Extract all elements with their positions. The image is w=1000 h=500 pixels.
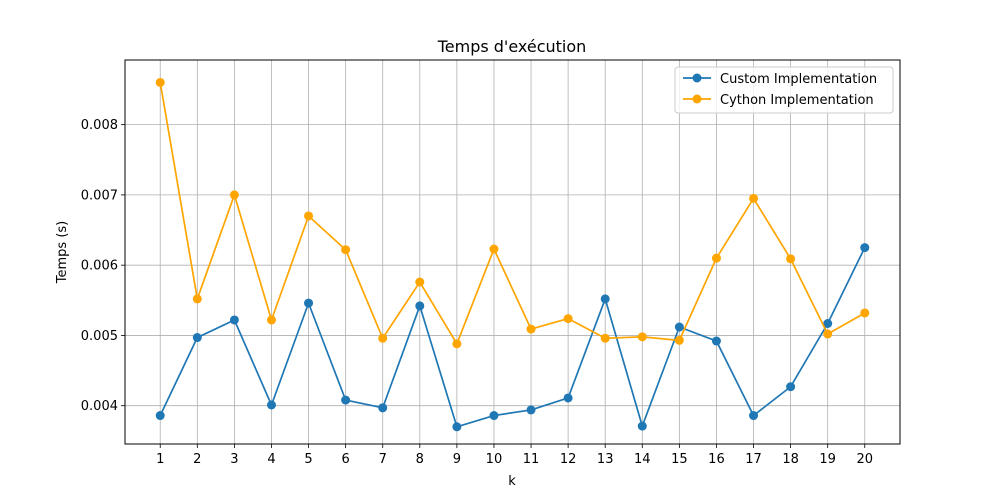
x-tick-label: 18 — [782, 452, 799, 467]
y-tick-label: 0.004 — [81, 399, 118, 414]
data-point — [266, 400, 276, 410]
data-point — [341, 395, 351, 405]
x-tick-label: 20 — [856, 452, 873, 467]
y-axis-ticks: 0.004 0.005 0.006 0.007 0.008 — [81, 118, 125, 414]
x-tick-label: 16 — [708, 452, 725, 467]
x-tick-label: 10 — [486, 452, 503, 467]
x-axis-ticks: 1 2 3 4 5 6 7 8 9 10 11 12 13 14 15 16 17 18 19 20 — [156, 444, 873, 467]
data-point — [563, 314, 573, 324]
x-tick-label: 9 — [453, 452, 461, 467]
legend-label-cython: Cython Implementation — [720, 93, 874, 108]
data-point — [674, 322, 684, 332]
data-point — [749, 193, 759, 203]
legend-box — [674, 66, 894, 114]
data-point — [674, 335, 684, 345]
data-point — [452, 339, 462, 349]
data-point — [489, 244, 499, 254]
x-tick-label: 11 — [523, 452, 540, 467]
data-point — [711, 336, 721, 346]
data-point — [229, 190, 239, 200]
data-point — [415, 301, 425, 311]
data-point — [304, 298, 314, 308]
series-lines — [155, 77, 870, 432]
data-point — [341, 245, 351, 255]
series-line-1 — [159, 82, 866, 345]
data-point — [452, 422, 462, 432]
data-point — [378, 333, 388, 343]
data-point — [192, 333, 202, 343]
data-point — [266, 315, 276, 325]
data-point — [563, 393, 573, 403]
series-0 — [155, 243, 870, 432]
x-tick-label: 19 — [819, 452, 836, 467]
legend-marker-custom — [692, 73, 702, 83]
x-tick-label: 3 — [230, 452, 238, 467]
data-point — [823, 329, 833, 339]
data-point — [526, 324, 536, 334]
x-tick-label: 13 — [597, 452, 614, 467]
x-tick-label: 4 — [267, 452, 275, 467]
chart-title: Temps d'exécution — [437, 37, 587, 56]
x-tick-label: 5 — [304, 452, 312, 467]
data-point — [415, 277, 425, 287]
data-point — [155, 411, 165, 421]
y-tick-label: 0.007 — [81, 188, 118, 203]
data-point — [155, 77, 165, 87]
x-tick-label: 8 — [416, 452, 424, 467]
data-point — [489, 411, 499, 421]
data-point — [786, 382, 796, 392]
y-axis-label: Temps (s) — [55, 221, 70, 284]
data-point — [786, 254, 796, 264]
x-tick-label: 15 — [671, 452, 688, 467]
data-point — [378, 403, 388, 413]
x-tick-label: 6 — [341, 452, 349, 467]
y-tick-label: 0.006 — [81, 259, 118, 274]
x-tick-label: 17 — [745, 452, 762, 467]
legend: Custom Implementation Cython Implementat… — [674, 66, 894, 114]
data-point — [304, 211, 314, 221]
data-point — [637, 421, 647, 431]
data-point — [637, 332, 647, 342]
legend-label-custom: Custom Implementation — [720, 72, 877, 87]
y-tick-label: 0.008 — [81, 118, 118, 133]
data-point — [711, 253, 721, 263]
x-axis-label: k — [508, 474, 516, 489]
data-point — [860, 243, 870, 253]
y-tick-label: 0.005 — [81, 329, 118, 344]
data-point — [823, 318, 833, 328]
data-point — [600, 333, 610, 343]
x-tick-label: 2 — [193, 452, 201, 467]
series-line-0 — [159, 247, 866, 428]
data-point — [192, 294, 202, 304]
data-point — [600, 294, 610, 304]
x-tick-label: 14 — [634, 452, 651, 467]
data-point — [229, 315, 239, 325]
legend-marker-cython — [692, 94, 702, 104]
data-point — [749, 411, 759, 421]
series-1 — [155, 77, 870, 349]
data-point — [526, 405, 536, 415]
x-tick-label: 12 — [560, 452, 577, 467]
plot-area-frame — [124, 59, 901, 445]
x-tick-label: 1 — [156, 452, 164, 467]
data-point — [860, 308, 870, 318]
x-tick-label: 7 — [379, 452, 387, 467]
